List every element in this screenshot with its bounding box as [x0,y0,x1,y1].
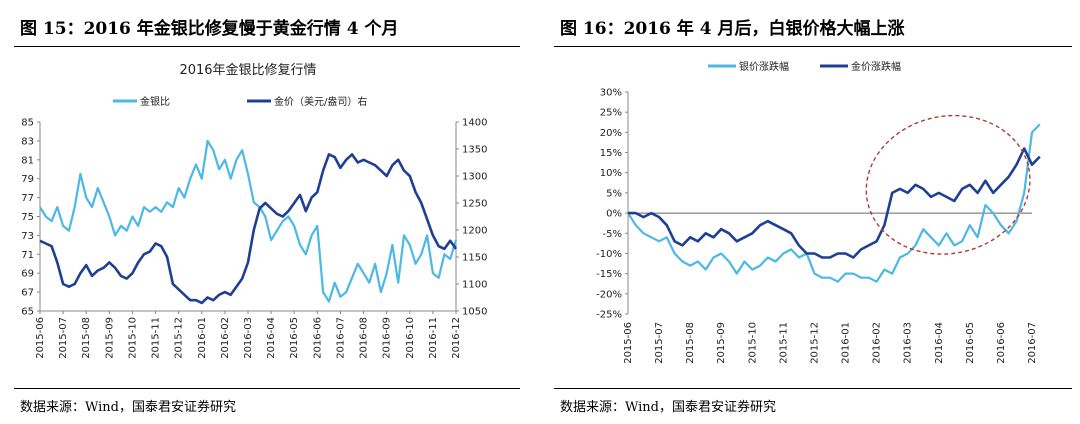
x-tick-label: 2015-09 [716,322,727,364]
left-y-tick-label: 71 [21,250,34,261]
right-y-tick-label: 1400 [462,118,487,129]
series-line-gold-change [628,147,1041,259]
x-tick-label: 2015-12 [809,322,820,364]
x-tick-label: 2016-10 [405,317,416,359]
y-tick-label: -25% [596,310,622,321]
right-y-tick-label: 1250 [462,199,487,210]
figure-16-title: 图 16：2016 年 4 月后，白银价格大幅上涨 [560,19,905,39]
x-tick-label: 2015-06 [623,322,634,364]
y-tick-label: 15% [600,148,622,159]
figure-16-bottom-rule [554,388,1072,389]
y-tick-label: 20% [600,128,622,139]
right-y-tick-label: 1300 [462,172,487,183]
legend-label-gold-price: 金价（美元/盎司）右 [274,95,367,108]
figure-16-top-rule [554,46,1072,47]
x-tick-label: 2016-04 [934,322,945,364]
right-y-tick-label: 1100 [462,280,487,291]
left-y-tick-label: 81 [21,155,34,166]
x-tick-label: 2015-12 [174,317,185,359]
x-tick-label: 2016-11 [428,317,439,359]
x-tick-label: 2015-11 [778,322,789,364]
x-tick-label: 2015-08 [81,317,92,359]
right-y-tick-label: 1050 [462,307,487,318]
x-tick-label: 2015-07 [58,317,69,359]
y-tick-label: -15% [596,269,622,280]
series-line-silver-change [627,123,1041,283]
y-tick-label: -10% [596,249,622,260]
x-tick-label: 2016-02 [872,322,883,364]
figure-15-title: 图 15：2016 年金银比修复慢于黄金行情 4 个月 [20,19,399,39]
figure-15-bottom-rule [14,388,520,389]
x-tick-label: 2016-05 [965,322,976,364]
left-y-tick-label: 69 [21,269,34,280]
y-tick-label: 10% [600,168,622,179]
x-tick-label: 2016-07 [335,317,346,359]
left-y-tick-label: 79 [21,174,34,185]
left-y-tick-label: 83 [21,136,34,147]
y-tick-label: 25% [600,108,622,119]
price-change-chart: 银价涨跌幅 金价涨跌幅 30% 25% 20% 15% 10% 5% 0% -5% -10% -15%… [596,60,1041,364]
chart-title: 2016年金银比修复行情 [179,62,316,78]
figure-16-panel: 图 16：2016 年 4 月后，白银价格大幅上涨 银价涨跌幅 金价涨跌幅 30% 2… [540,0,1080,424]
series-line-gold-silver-ratio [39,139,458,303]
figure-15-top-rule [14,46,520,47]
x-tick-label: 2015-07 [654,322,665,364]
y-tick-label: 0% [606,209,622,220]
y-tick-label: 30% [600,88,622,99]
left-y-tick-label: 85 [21,118,34,129]
figure-16-source: 数据来源：Wind，国泰君安证券研究 [560,400,776,415]
legend-label-silver-change: 银价涨跌幅 [739,60,789,73]
x-tick-label: 2016-05 [289,317,300,359]
x-tick-label: 2016-02 [220,317,231,359]
series-line-gold-price [39,153,458,305]
left-y-tick-label: 65 [21,307,34,318]
y-tick-label: -5% [603,229,622,240]
left-y-tick-label: 67 [21,288,34,299]
x-tick-label: 2015-11 [151,317,162,359]
figure-15-panel: 图 15：2016 年金银比修复慢于黄金行情 4 个月 2016年金银比修复行情… [0,0,528,424]
right-y-tick-label: 1150 [462,253,487,264]
x-tick-label: 2016-04 [266,317,277,359]
right-y-tick-label: 1200 [462,226,487,237]
x-tick-label: 2016-12 [451,317,462,359]
x-tick-label: 2016-03 [243,317,254,359]
x-tick-label: 2016-01 [841,322,852,364]
x-tick-label: 2016-06 [312,317,323,359]
figure-15-source: 数据来源：Wind，国泰君安证券研究 [20,400,236,415]
x-tick-label: 2015-08 [685,322,696,364]
x-tick-label: 2016-01 [197,317,208,359]
x-tick-label: 2015-10 [747,322,758,364]
x-tick-label: 2016-06 [996,322,1007,364]
left-y-tick-label: 75 [21,212,34,223]
x-tick-label: 2016-08 [359,317,370,359]
x-tick-label: 2016-03 [903,322,914,364]
legend-label-gold-change: 金价涨跌幅 [851,60,901,73]
x-tick-label: 2015-10 [127,317,138,359]
x-tick-label: 2015-06 [35,317,46,359]
left-y-tick-label: 77 [21,193,34,204]
y-tick-label: 5% [606,188,622,199]
x-tick-label: 2016-09 [382,317,393,359]
x-tick-label: 2016-07 [1027,322,1038,364]
highlight-ellipse [865,114,1031,255]
x-tick-label: 2015-09 [104,317,115,359]
left-y-tick-label: 73 [21,231,34,242]
y-tick-label: -20% [596,289,622,300]
right-y-tick-label: 1350 [462,145,487,156]
legend-label-gold-silver-ratio: 金银比 [140,95,170,108]
